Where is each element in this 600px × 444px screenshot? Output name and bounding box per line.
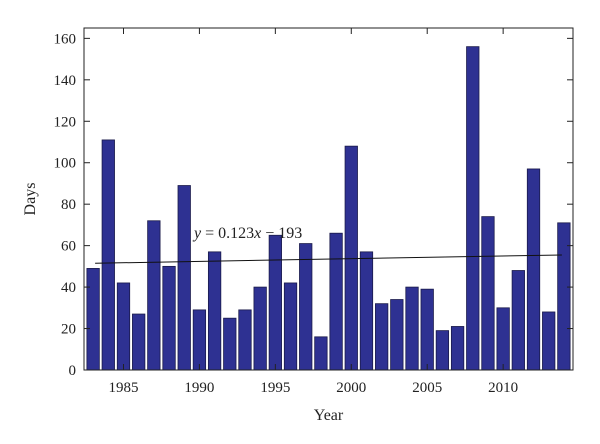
bar-2006 [435, 330, 450, 371]
y-axis-ticks: 0 20 40 60 80 100 120 140 160 [54, 31, 573, 379]
bar-1988 [162, 265, 176, 371]
x-tick-label: 2000 [336, 380, 366, 396]
bar-1991 [207, 251, 222, 371]
x-axis-ticks: 1985 1990 1995 2000 2005 2010 [108, 28, 518, 396]
bar-1994 [253, 286, 267, 371]
y-tick-label: 140 [54, 73, 77, 89]
bar-1983 [86, 268, 100, 371]
bar-2014 [557, 222, 571, 371]
bar-1985 [116, 282, 131, 371]
y-tick-label: 160 [54, 31, 77, 47]
bar-2002 [375, 303, 389, 371]
y-tick-label: 0 [69, 363, 77, 379]
trend-equation-rest: − 193 [261, 225, 302, 242]
bar-1999 [329, 232, 343, 371]
x-tick-label: 2010 [488, 380, 518, 396]
bar-1986 [132, 313, 146, 371]
trend-equation-x: x [253, 225, 261, 242]
bar-2009 [481, 216, 495, 371]
bar-2005 [420, 288, 434, 371]
bar-2012 [526, 168, 541, 371]
bar-1995 [268, 234, 282, 371]
x-tick-label: 2005 [412, 380, 442, 396]
y-tick-label: 60 [61, 239, 76, 255]
bar-2013 [542, 311, 556, 371]
y-tick-label: 80 [61, 197, 76, 213]
bar-1997 [299, 243, 313, 371]
trend-equation: y = 0.123x − 193 [192, 225, 302, 242]
y-tick-label: 20 [61, 322, 76, 338]
plot-frame [83, 27, 574, 371]
bar-2011 [511, 270, 525, 371]
bar-1990 [192, 309, 207, 371]
bar-2007 [450, 326, 465, 371]
trend-equation-y: y [192, 225, 202, 242]
x-tick-label: 1995 [260, 380, 290, 396]
bar-2010 [496, 307, 510, 371]
y-tick-label: 120 [54, 114, 77, 130]
bar-1998 [314, 336, 328, 371]
x-tick-label: 1990 [184, 380, 214, 396]
bar-2003 [390, 299, 404, 371]
x-axis-title: Year [314, 407, 344, 424]
bar-1984 [101, 139, 115, 371]
bar-1987 [147, 220, 161, 371]
bar-1992 [223, 317, 237, 371]
y-tick-label: 40 [61, 280, 76, 296]
bar-2008 [466, 46, 480, 371]
trend-equation-eq: = 0.123 [201, 225, 254, 242]
y-tick-label: 100 [54, 156, 77, 172]
bar-1996 [283, 282, 298, 371]
bar-2004 [405, 286, 419, 371]
bars-group [86, 46, 571, 371]
x-tick-label: 1985 [108, 380, 138, 396]
bar-2000 [344, 145, 358, 371]
bar-2001 [359, 251, 374, 371]
trend-line [95, 254, 562, 264]
bar-1993 [238, 309, 252, 371]
bar-1989 [177, 185, 191, 371]
y-axis-title: Days [22, 183, 39, 216]
